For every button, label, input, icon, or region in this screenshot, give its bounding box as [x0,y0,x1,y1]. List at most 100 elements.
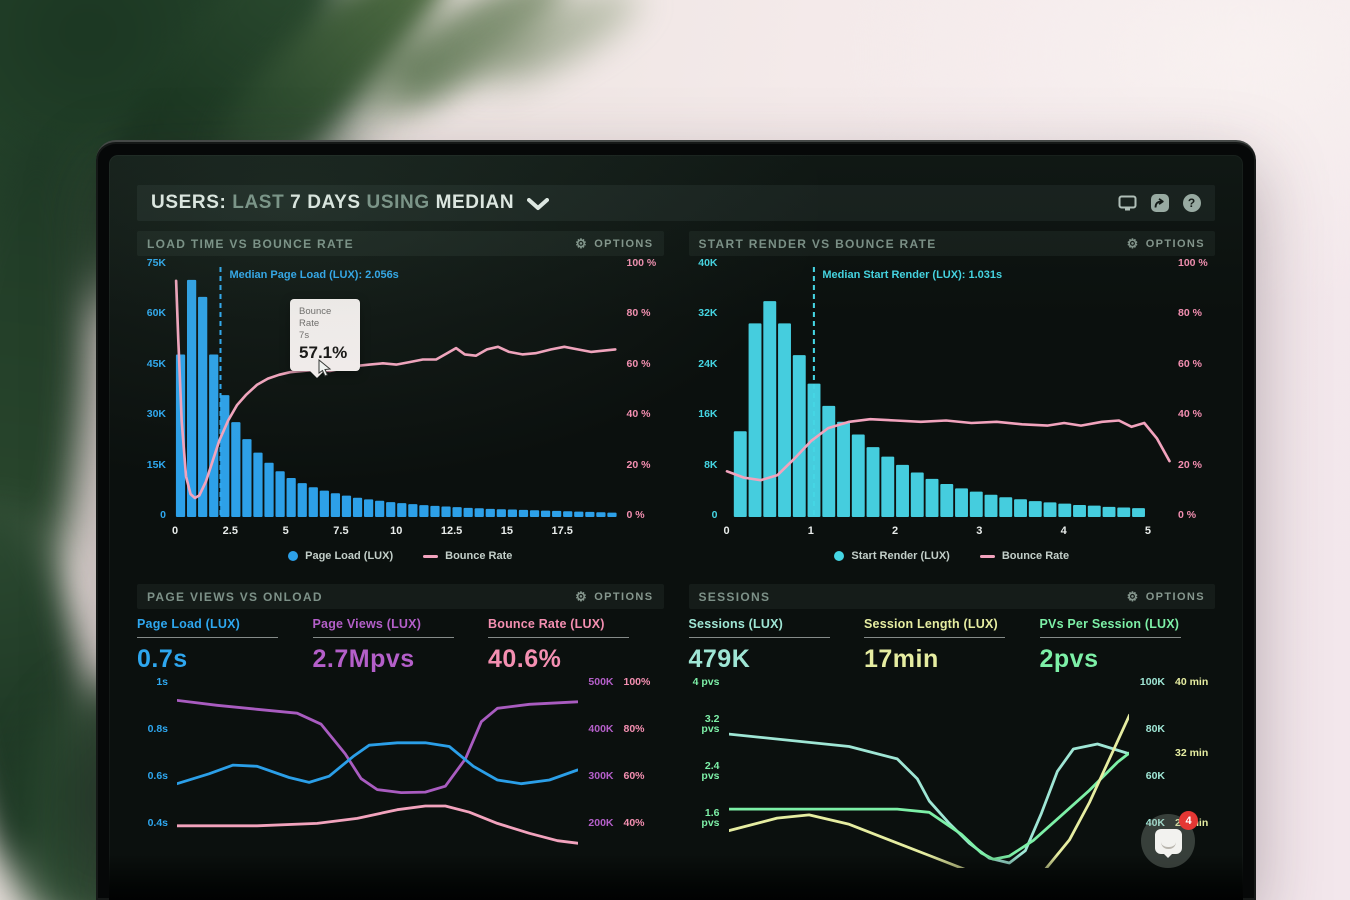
y-axis-tick: 0 % [1178,508,1197,521]
y-axis-tick: 3.2 pvs [701,713,720,735]
x-axis-tick: 0 [723,525,730,537]
y-axis-tick: 0.4s [147,817,168,829]
metric-value: 2.7Mpvs [312,645,415,673]
legend-dash-marker [979,554,995,558]
y-axis-tick: 0 % [626,508,645,521]
gear-icon: ⚙ [1126,589,1140,604]
title-segment: MEDIAN [435,192,515,213]
display-icon[interactable] [1118,194,1137,213]
x-axis-tick: 10 [390,525,403,537]
tooltip-value: 57.1% [299,343,348,362]
metric-label: Sessions (LUX) [688,617,783,631]
x-axis-tick: 17.5 [551,525,573,537]
y-axis-tick: 32 min [1175,746,1209,759]
metric-bounce-rate: Bounce Rate (LUX) 40.6% [488,617,664,674]
chat-widget-button[interactable]: 4 [1141,811,1198,868]
options-label: OPTIONS [594,590,654,603]
metrics-row: Page Load (LUX) 0.7s Page Views (LUX) 2.… [137,617,664,674]
chat-bubble-icon [1154,828,1182,858]
y-axis-tick: 60K [1145,770,1165,782]
legend-item[interactable]: Bounce Rate [423,550,512,562]
panel-sessions-header: SESSIONS ⚙ OPTIONS [688,584,1215,609]
y-axis-right: 100 % 80 % 60 % 40 % 20 % 0 % [1169,258,1215,520]
page-title: USERS: LAST 7 DAYS USING MEDIAN [151,192,514,214]
metric-value: 479K [688,645,751,673]
panel-load-time-header: LOAD TIME VS BOUNCE RATE ⚙ OPTIONS [137,231,664,256]
help-icon[interactable]: ? [1182,194,1201,213]
options-button[interactable]: ⚙ OPTIONS [575,237,653,250]
y-axis-tick: 40 % [626,408,651,421]
metric-label: Page Load (LUX) [137,617,241,631]
x-axis-tick: 12.5 [440,525,463,537]
y-axis-sessions: 100K 80K 60K 40K [1129,676,1165,829]
y-axis-tick: 100 % [626,257,657,269]
panel-title: START RENDER VS BOUNCE RATE [698,236,937,251]
chart-row: 4 pvs 3.2 pvs 2.4 pvs 1.6 pvs 100K 80K 60K 40K… [689,677,1216,868]
metric-underline [688,637,830,638]
y-axis-tick: 200K [588,817,614,829]
start-render-plot[interactable]: Median Start Render (LUX): 1.031s [725,263,1171,518]
legend-item[interactable]: Page Load (LUX) [288,550,393,562]
x-axis-tick: 1 [807,525,814,537]
metric-label: Bounce Rate (LUX) [488,617,605,631]
y-axis-tick: 1.6 pvs [701,807,720,829]
x-axis-tick: 5 [1144,525,1151,537]
chat-smile-icon [1160,842,1176,849]
page-views-plot[interactable] [177,682,578,868]
y-axis-tick: 500K [588,676,614,688]
options-button[interactable]: ⚙ OPTIONS [1127,590,1205,603]
metric-label: Session Length (LUX) [864,617,998,631]
y-axis-tick: 80 % [626,307,651,320]
y-axis-tick: 300K [588,770,614,782]
y-axis-tick: 24K [698,357,718,370]
metric-value: 17min [864,645,939,673]
x-axis-tick: 0 [171,525,179,537]
y-axis-tick: 60K [146,307,166,320]
legend-dot-marker [834,551,845,561]
chevron-down-icon [527,197,550,210]
chart-row: 40K 32K 24K 16K 8K 0 Median Start Render (LUX… [689,258,1216,520]
sessions-plot[interactable] [728,682,1129,868]
y-axis-pvs: 4 pvs 3.2 pvs 2.4 pvs 1.6 pvs [689,677,729,829]
chart-legend: Page Load (LUX) Bounce Rate [137,542,664,570]
x-axis: 0 2.5 5 7.5 10 12.5 15 17.5 [171,525,618,540]
panel-start-render-header: START RENDER VS BOUNCE RATE ⚙ OPTIONS [688,231,1215,256]
panel-title: PAGE VIEWS VS ONLOAD [147,589,323,604]
users-range-dropdown[interactable]: USERS: LAST 7 DAYS USING MEDIAN [151,192,550,214]
share-icon[interactable] [1150,194,1169,213]
metrics-row: Sessions (LUX) 479K Session Length (LUX)… [688,617,1216,674]
metric-value: 2pvs [1039,645,1099,673]
y-axis-seconds: 1s 0.8s 0.6s 0.4s [137,677,177,829]
metric-value: 40.6% [488,645,562,673]
metric-pvs-per-session: PVs Per Session (LUX) 2pvs [1039,617,1216,674]
y-axis-tick: 40 % [1178,408,1202,421]
chart-row: 75K 60K 45K 30K 15K 0 Median Page Load (LUX):… [137,258,664,521]
y-axis-tick: 40 min [1175,676,1209,688]
y-axis-tick: 80% [623,723,645,735]
chart-row: 1s 0.8s 0.6s 0.4s 500K 400K 300K 200K 100% 80% 6… [137,677,664,868]
y-axis-tick: 20 % [626,458,651,471]
x-axis-tick: 2 [892,525,899,537]
y-axis-tick: 40K [1145,817,1165,829]
y-axis-percent: 100% 80% 60% 40% [623,677,664,829]
options-button[interactable]: ⚙ OPTIONS [1127,237,1205,250]
y-axis-left: 75K 60K 45K 30K 15K 0 [137,258,175,520]
legend-item[interactable]: Start Render (LUX) [834,550,950,562]
laptop-frame: USERS: LAST 7 DAYS USING MEDIAN ? LOAD T… [96,140,1256,900]
options-label: OPTIONS [1145,237,1205,250]
title-segment: LAST [232,192,291,213]
options-button[interactable]: ⚙ OPTIONS [575,590,653,603]
y-axis-left: 40K 32K 24K 16K 8K 0 [689,258,727,520]
panel-start-render: START RENDER VS BOUNCE RATE ⚙ OPTIONS 40… [688,231,1216,570]
x-axis: 0 1 2 3 4 5 [723,525,1170,540]
legend-label: Bounce Rate [445,550,513,562]
legend-label: Page Load (LUX) [305,550,394,562]
load-time-plot[interactable]: Median Page Load (LUX): 2.056s Bounce Ra… [174,263,618,517]
y-axis-views: 500K 400K 300K 200K [578,676,614,829]
metric-label: Page Views (LUX) [312,617,422,631]
y-axis-tick: 100K [1139,676,1165,688]
legend-item[interactable]: Bounce Rate [979,550,1069,562]
x-axis-tick: 4 [1060,525,1067,537]
mouse-cursor-icon [318,359,332,377]
